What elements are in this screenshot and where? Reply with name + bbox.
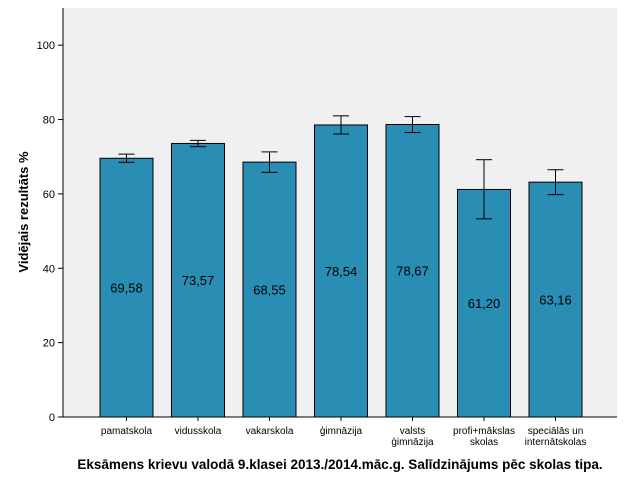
x-tick-label: ģimnāzija — [320, 424, 363, 437]
x-tick-label: vidusskola — [175, 426, 222, 437]
x-tick-label: speciālās un — [528, 426, 584, 437]
bar — [528, 181, 583, 418]
x-tick-label: skolas — [470, 437, 498, 448]
data-label: 73,57 — [182, 273, 215, 288]
x-tick-label: vakarskola — [246, 426, 294, 437]
y-axis-label: Vidējais rezultāts % — [16, 151, 31, 273]
data-label: 61,20 — [468, 296, 501, 311]
y-tick-label: 0 — [49, 412, 55, 424]
y-tick-label: 100 — [37, 40, 55, 52]
bar — [242, 161, 297, 418]
x-tick-label: pamatskola — [101, 426, 153, 437]
data-label: 78,67 — [396, 264, 429, 279]
data-label: 68,55 — [253, 283, 286, 298]
data-label: 69,58 — [110, 281, 143, 296]
y-tick-label: 60 — [43, 189, 55, 201]
data-label: 63,16 — [539, 293, 572, 308]
x-tick-label: ģimnāzija — [391, 435, 434, 448]
bar — [99, 157, 154, 418]
chart-caption: Eksāmens krievu valodā 9.klasei 2013./20… — [77, 457, 603, 472]
y-tick-label: 20 — [43, 338, 55, 350]
data-label: 78,54 — [325, 264, 358, 279]
bar — [314, 124, 368, 418]
x-tick-label: profi+mākslas — [453, 426, 515, 437]
y-tick-label: 80 — [43, 115, 55, 127]
x-tick-label: internātskolas — [525, 437, 587, 448]
x-tick-label: valsts — [400, 426, 426, 437]
y-tick-label: 40 — [43, 263, 55, 275]
